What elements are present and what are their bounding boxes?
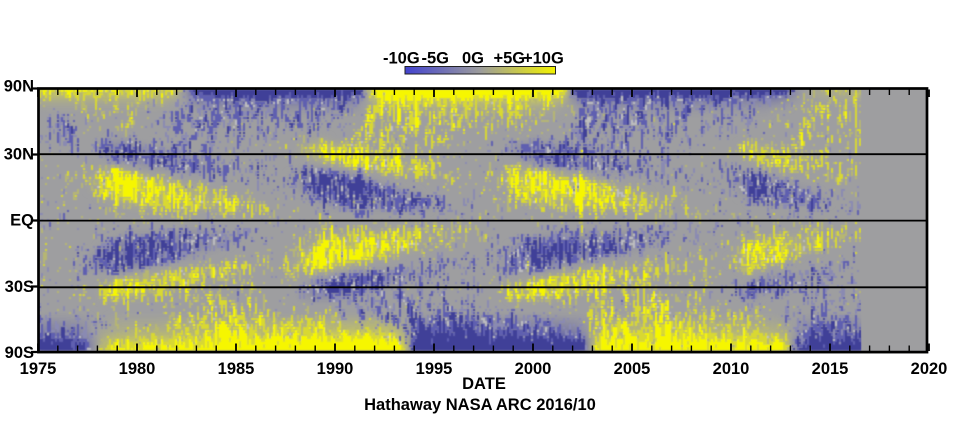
svg-text:DATE: DATE: [462, 375, 506, 393]
svg-text:1980: 1980: [119, 360, 156, 378]
svg-text:1995: 1995: [416, 360, 453, 378]
svg-text:90S: 90S: [5, 344, 34, 362]
svg-text:90N: 90N: [4, 78, 34, 96]
svg-text:1975: 1975: [20, 360, 57, 378]
svg-text:-10G: -10G: [383, 50, 420, 68]
svg-text:0G: 0G: [462, 50, 484, 68]
svg-text:EQ: EQ: [10, 212, 34, 230]
svg-text:2015: 2015: [812, 360, 849, 378]
svg-text:+5G: +5G: [494, 50, 526, 68]
svg-text:30N: 30N: [4, 146, 34, 164]
svg-text:2020: 2020: [911, 360, 948, 378]
svg-text:2005: 2005: [614, 360, 651, 378]
svg-text:Hathaway NASA ARC 2016/10: Hathaway NASA ARC 2016/10: [364, 396, 596, 414]
svg-text:+10G: +10G: [523, 50, 564, 68]
svg-text:1985: 1985: [218, 360, 255, 378]
svg-text:-5G: -5G: [422, 50, 450, 68]
svg-text:2010: 2010: [713, 360, 750, 378]
svg-text:2000: 2000: [515, 360, 552, 378]
svg-text:30S: 30S: [5, 278, 34, 296]
svg-text:1990: 1990: [317, 360, 354, 378]
